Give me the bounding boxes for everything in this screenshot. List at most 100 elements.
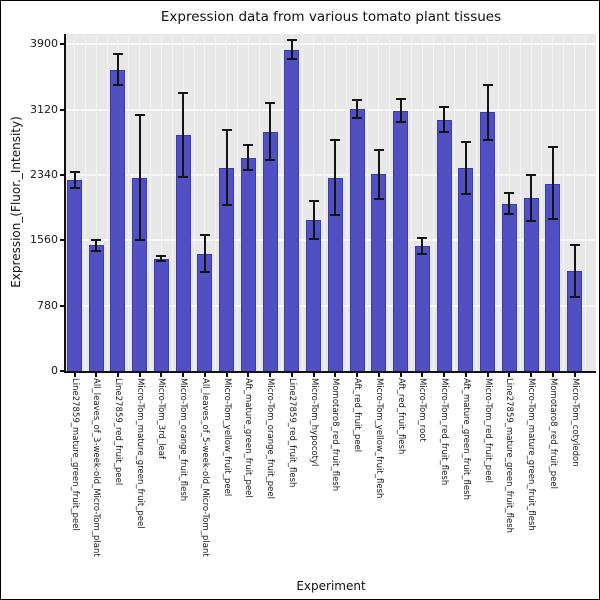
error-bar-cap-bottom (69, 187, 80, 190)
bar (501, 203, 517, 371)
bar (436, 119, 452, 371)
error-bar-cap-bottom (243, 169, 254, 172)
x-tick-mark (443, 373, 446, 377)
y-tick-label: 1560 (30, 233, 58, 247)
error-bar-line (138, 114, 141, 241)
x-tick-mark (247, 373, 250, 377)
error-bar-line (508, 192, 511, 215)
error-bar-line (399, 99, 402, 122)
x-tick-mark (356, 373, 359, 377)
x-category-label: Aft_mature_green_fruit_flesh (460, 378, 471, 500)
x-category-label: Micro-Tom_cotyledon (569, 378, 580, 467)
error-bar-cap-bottom (526, 219, 537, 222)
gridline-vertical-minor (476, 34, 478, 371)
gridline-vertical-minor (541, 34, 543, 371)
x-category-label: Micro-Tom_3rd_leaf (156, 378, 167, 459)
x-tick-mark (160, 373, 163, 377)
x-category-label: All_leaves_of_3-week-old_Micro-Tom_plant (91, 378, 102, 557)
error-bar-line (290, 40, 293, 59)
bar (371, 174, 387, 371)
error-bar-line (203, 235, 206, 273)
bar (88, 245, 104, 371)
x-category-label: All_leaves_of_5-week-old_Micro-Tom_plant (199, 378, 210, 557)
bar (458, 168, 474, 371)
x-tick-mark (182, 373, 185, 377)
gridline-vertical-minor (106, 34, 108, 371)
error-bar-cap-top (352, 98, 363, 101)
error-bar-cap-top (395, 98, 406, 101)
x-tick-mark (225, 373, 228, 377)
error-bar-line (116, 54, 119, 86)
error-bar-cap-top (373, 148, 384, 151)
x-category-label: Line27859_mature_green_fruit_flesh (504, 378, 515, 534)
y-tick-mark (60, 370, 64, 372)
x-tick-mark (290, 373, 293, 377)
error-bar-line (225, 129, 228, 206)
error-bar-cap-bottom (352, 117, 363, 120)
error-bar-cap-bottom (178, 175, 189, 178)
error-bar-cap-top (112, 53, 123, 56)
bar (153, 258, 169, 371)
gridline-vertical-minor (584, 34, 586, 371)
gridline-vertical-minor (215, 34, 217, 371)
gridline-vertical-major (204, 34, 206, 371)
gridline-vertical-minor (84, 34, 86, 371)
error-bar-cap-top (460, 141, 471, 144)
error-bar-cap-bottom (199, 271, 210, 274)
x-category-label: Micro-Tom_red_fruit_peel (482, 378, 493, 484)
error-bar-cap-top (243, 143, 254, 146)
gridline-vertical-minor (280, 34, 282, 371)
error-bar-cap-top (221, 128, 232, 131)
error-bar-cap-top (199, 234, 210, 237)
error-bar-cap-top (330, 138, 341, 141)
gridline-horizontal (66, 108, 596, 111)
error-bar-cap-top (547, 146, 558, 149)
bar (393, 110, 409, 371)
error-bar-cap-bottom (308, 238, 319, 241)
error-bar-cap-bottom (482, 138, 493, 141)
bar (284, 49, 300, 371)
gridline-vertical-minor (324, 34, 325, 371)
error-bar-cap-bottom (112, 84, 123, 87)
x-axis-title: Experiment (296, 579, 366, 593)
error-bar-line (182, 93, 185, 177)
x-category-label: Micro-Tom_red_fruit_flesh (439, 378, 450, 486)
y-tick-label: 3120 (30, 102, 58, 116)
gridline-vertical-minor (497, 34, 499, 371)
x-category-label: Momotaro8_red_fruit_peel (547, 378, 558, 489)
gridline-vertical-major (421, 34, 423, 371)
gridline-vertical-minor (454, 34, 456, 371)
x-tick-mark (95, 373, 98, 377)
x-tick-mark (138, 373, 141, 377)
gridline-horizontal (66, 43, 596, 46)
x-category-label: Micro-Tom_root (417, 378, 428, 442)
y-tick-mark (60, 239, 64, 242)
error-bar-cap-top (417, 237, 428, 240)
x-axis-spine (64, 371, 596, 373)
x-tick-mark (464, 373, 467, 377)
x-category-label: Micro-Tom_orange_fruit_peel (265, 378, 276, 500)
x-category-label: Line27859_mature_green_fruit_peel (69, 378, 80, 531)
gridline-vertical-major (95, 34, 97, 371)
gridline-vertical-major (574, 34, 576, 371)
x-category-label: Aft_red_fruit_flesh (395, 378, 406, 455)
error-bar-cap-bottom (265, 159, 276, 162)
x-tick-mark (421, 373, 424, 377)
gridline-vertical-minor (410, 34, 412, 371)
gridline-vertical-minor (302, 34, 304, 371)
error-bar-cap-top (91, 238, 102, 241)
error-bar-cap-bottom (221, 204, 232, 207)
error-bar-cap-bottom (504, 213, 515, 216)
error-bar-cap-bottom (460, 193, 471, 196)
gridline-vertical-minor (563, 34, 565, 371)
gridline-vertical-minor (237, 34, 239, 371)
error-bar-cap-top (156, 255, 167, 258)
error-bar-cap-bottom (417, 253, 428, 256)
x-tick-mark (312, 373, 315, 377)
y-axis-title: Expression_(Fluor._Intensity) (9, 116, 23, 288)
gridline-vertical-minor (389, 34, 391, 371)
bar (240, 157, 256, 371)
y-axis-spine (64, 34, 66, 372)
error-bar-line (334, 139, 337, 216)
gridline-vertical-minor (345, 34, 347, 371)
